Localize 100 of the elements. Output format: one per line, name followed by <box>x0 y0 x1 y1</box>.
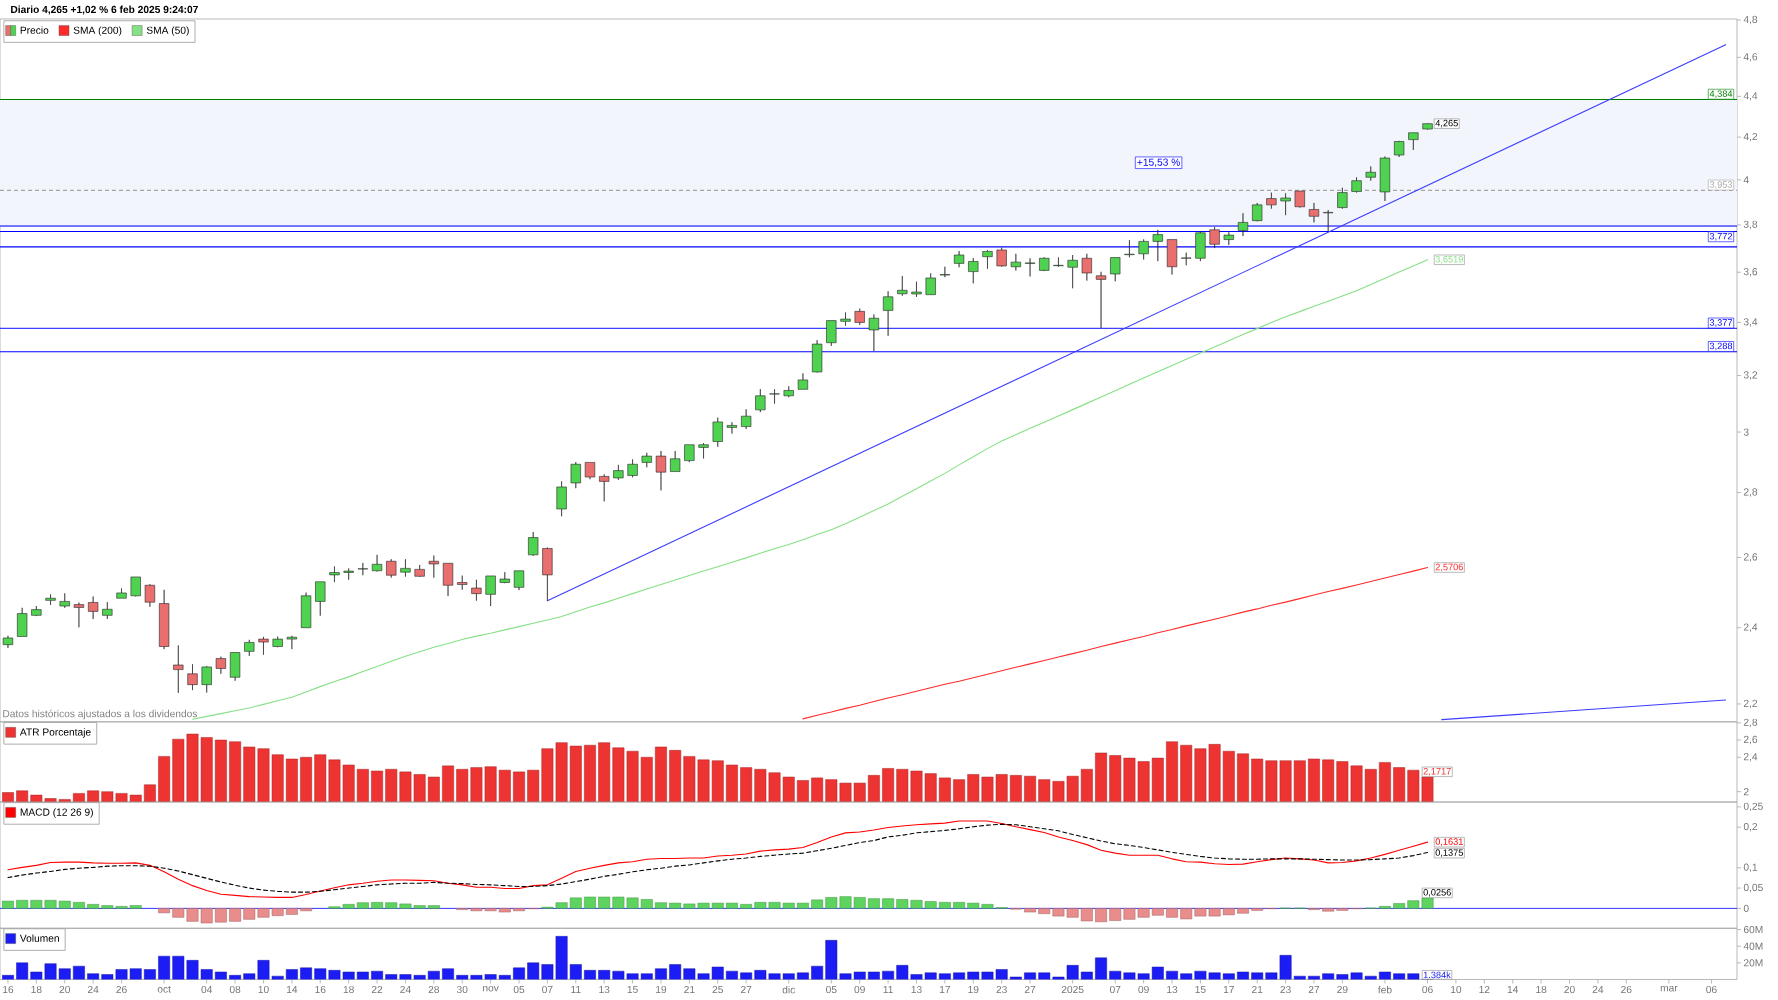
y-tick-label: 2 <box>1743 788 1749 796</box>
y-tick-label: 0,1 <box>1743 863 1758 872</box>
y-tick-label: 0 <box>1743 904 1749 912</box>
y-tick-label: 4,6 <box>1743 53 1758 62</box>
x-tick-label: 12 <box>1479 985 1490 994</box>
x-tick-label: oct <box>157 985 171 993</box>
y-tick-label: 3,4 <box>1743 318 1758 327</box>
y-tick-label: 2,8 <box>1743 488 1758 497</box>
ref-line-label: 3,288 <box>1709 342 1733 351</box>
x-tick-label: 20 <box>59 985 71 994</box>
annotation: Datos históricos ajustados a los dividendos <box>3 709 198 720</box>
x-tick-label: 13 <box>1167 985 1178 994</box>
y-tick-label: 2,6 <box>1743 735 1758 745</box>
ref-line-label: 3,953 <box>1709 181 1733 189</box>
x-tick-label: 21 <box>1252 985 1263 994</box>
x-tick-label: feb <box>1378 985 1392 994</box>
legend-label: MACD (12 26 9) <box>20 808 93 818</box>
x-tick-label: 16 <box>315 985 326 994</box>
x-tick-label: 18 <box>31 985 42 994</box>
x-tick-label: 20 <box>1564 985 1575 994</box>
data-label: 1.384k <box>1423 971 1451 979</box>
y-tick-label: 3,8 <box>1743 220 1758 230</box>
x-tick-label: 19 <box>656 985 667 994</box>
y-tick-label: 4 <box>1743 176 1749 184</box>
x-tick-label: 14 <box>286 985 298 993</box>
y-tick-label: 2,6 <box>1743 553 1758 562</box>
chart-title: Diario 4,265 +1,02 % 6 feb 2025 9:24:07 <box>11 5 198 15</box>
legend-label: Volumen <box>19 934 59 942</box>
data-label: 0,1375 <box>1435 849 1463 857</box>
data-label: 0,0256 <box>1423 889 1451 897</box>
x-tick-label: 15 <box>1195 985 1206 993</box>
x-tick-label: 25 <box>712 985 723 994</box>
x-tick-label: 26 <box>116 985 127 994</box>
ref-line-label: 4,384 <box>1709 90 1733 99</box>
y-tick-label: 3,2 <box>1743 371 1758 380</box>
x-tick-label: 14 <box>1507 985 1519 993</box>
legend-label: SMA (200) <box>73 26 122 36</box>
x-tick-label: 19 <box>968 985 979 994</box>
ref-line-label: 3,772 <box>1709 232 1733 241</box>
x-tick-label: dic <box>782 985 795 994</box>
x-tick-label: 11 <box>571 985 581 993</box>
x-tick-label: 28 <box>428 985 440 994</box>
x-tick-label: 10 <box>1451 985 1462 994</box>
y-tick-label: 2,2 <box>1743 699 1758 709</box>
data-label: 0,1631 <box>1435 838 1463 846</box>
x-tick-label: 24 <box>1592 985 1604 994</box>
x-tick-label: 04 <box>201 985 213 994</box>
x-tick-label: 27 <box>740 985 752 994</box>
data-label: 3,6519 <box>1435 255 1463 264</box>
x-tick-label: 18 <box>343 985 354 994</box>
x-tick-label: 07 <box>542 985 553 994</box>
x-tick-label: 07 <box>1109 985 1121 994</box>
y-tick-label: 2,4 <box>1743 753 1758 762</box>
x-tick-label: 21 <box>684 985 695 994</box>
data-label: 2,1717 <box>1423 767 1451 776</box>
x-tick-label: 2025 <box>1061 985 1084 994</box>
y-tick-label: 0,25 <box>1743 802 1763 812</box>
x-tick-label: 24 <box>87 985 99 994</box>
x-tick-label: nov <box>483 985 499 992</box>
x-tick-label: 23 <box>996 985 1007 994</box>
x-tick-label: 17 <box>940 985 951 993</box>
y-tick-label: 2,4 <box>1743 623 1758 632</box>
x-tick-label: 09 <box>854 985 865 994</box>
y-tick-label: 60M <box>1743 925 1763 934</box>
x-tick-label: 11 <box>883 985 893 993</box>
x-tick-label: 27 <box>1024 985 1036 994</box>
x-tick-label: 22 <box>371 985 383 994</box>
data-label: 2,5706 <box>1435 563 1463 572</box>
legend-label: ATR Porcentaje <box>19 728 91 738</box>
band-label: +15,53 % <box>1137 158 1180 167</box>
y-tick-label: 4,8 <box>1743 15 1758 25</box>
x-tick-label: 13 <box>911 985 922 994</box>
text: 4,265 <box>1435 119 1458 128</box>
y-tick-label: 3 <box>1743 428 1749 436</box>
x-tick-label: 09 <box>1138 985 1149 994</box>
x-tick-label: 06 <box>1422 985 1433 994</box>
x-tick-label: 10 <box>258 985 269 994</box>
x-tick-label: 08 <box>229 985 241 994</box>
x-tick-label: 29 <box>1337 985 1348 994</box>
x-tick-label: 27 <box>1308 985 1320 994</box>
x-tick-label: 30 <box>456 985 468 994</box>
x-tick-label: 15 <box>627 985 638 993</box>
y-tick-label: 40M <box>1743 942 1763 950</box>
y-tick-label: 2,8 <box>1743 718 1758 728</box>
y-tick-label: 0,2 <box>1743 822 1758 832</box>
x-tick-label: 05 <box>513 985 525 994</box>
x-tick-label: 24 <box>400 985 411 994</box>
x-tick-label: 23 <box>1280 985 1291 994</box>
y-tick-label: 0,05 <box>1743 883 1763 893</box>
x-tick-label: 18 <box>1536 985 1547 994</box>
y-tick-label: 4,4 <box>1743 92 1758 101</box>
x-tick-label: 06 <box>1706 985 1717 994</box>
x-tick-label: mar <box>1660 985 1678 992</box>
x-tick-label: 16 <box>3 985 14 994</box>
x-tick-label: 17 <box>1223 985 1234 993</box>
ref-line-label: 3,377 <box>1709 319 1733 327</box>
y-tick-label: 20M <box>1743 959 1763 967</box>
x-tick-label: 13 <box>599 985 610 994</box>
legend-label: Precio <box>20 26 49 34</box>
y-tick-label: 4,2 <box>1743 132 1758 142</box>
